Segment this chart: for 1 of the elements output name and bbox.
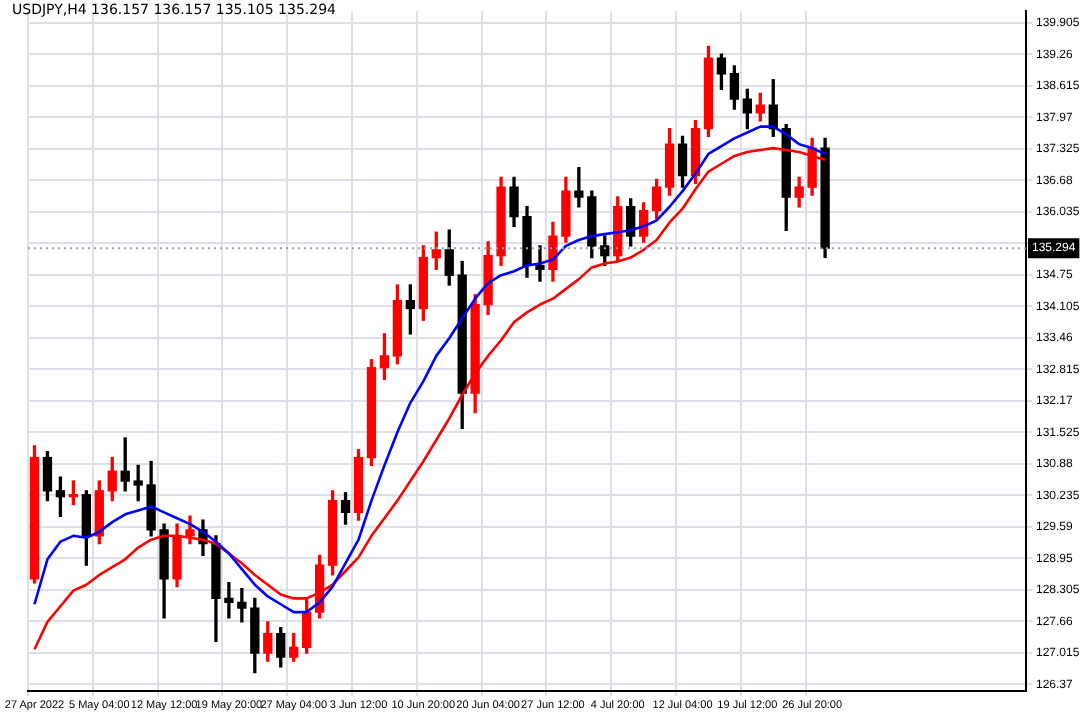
candlestick bbox=[535, 245, 545, 282]
